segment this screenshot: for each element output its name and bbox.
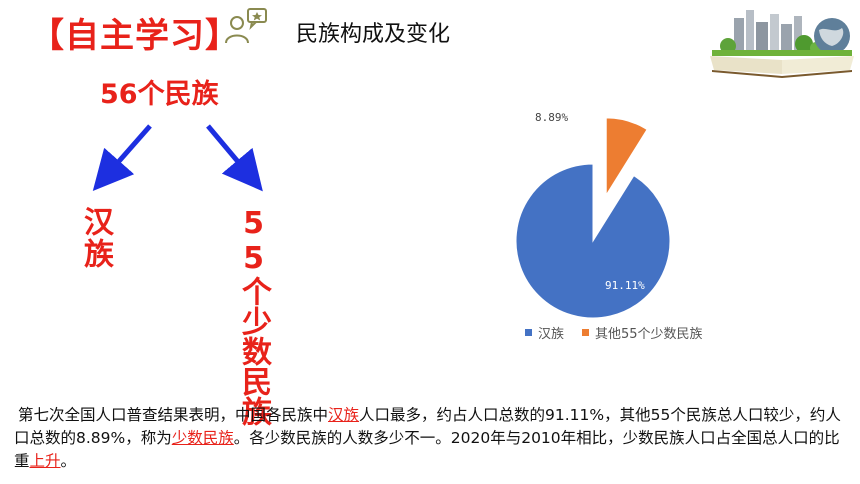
arrow-left: [92, 124, 152, 192]
highlight-minority: 少数民族: [171, 429, 234, 447]
highlight-rise: 上升: [29, 452, 61, 470]
book-city-globe-illustration: [710, 10, 854, 78]
page-subtitle: 民族构成及变化: [296, 22, 451, 47]
pie-label-han: 91.11%: [605, 279, 645, 292]
chart-legend: 汉族 其他55个少数民族: [525, 323, 703, 342]
pie-label-minority: 8.89%: [535, 111, 568, 124]
branch-arrows: [92, 124, 263, 192]
legend-item-minority: 其他55个少数民族: [582, 323, 703, 342]
section-title: 【自主学习】: [30, 16, 240, 56]
person-chat-icon: [225, 8, 267, 44]
paragraph-text-3: 。各少数民族的人数多少不一。2020年与2010年相比，少数民族人口占全国总人口…: [14, 429, 840, 470]
pie-slice-han: [515, 163, 671, 319]
legend-item-han: 汉族: [525, 323, 564, 342]
highlight-han: 汉族: [328, 406, 360, 424]
diagram-branch-minority: 55个少数民族: [236, 206, 271, 426]
paragraph-text-2: 人口最多，约占人口总数的91.11%，其他55个民族总人口较少，约人口总数的8.…: [14, 406, 841, 447]
legend-swatch-han: [525, 329, 532, 336]
legend-label-minority: 其他55个少数民族: [595, 327, 703, 342]
arrow-right: [206, 124, 263, 192]
pie-slice-minority: [605, 117, 648, 197]
legend-label-han: 汉族: [538, 327, 565, 342]
population-pie-chart: 91.11% 8.89%: [515, 111, 671, 319]
legend-swatch-minority: [582, 329, 590, 336]
diagram-branch-han: 汉族: [78, 206, 113, 270]
paragraph-text-4: 。: [60, 452, 77, 470]
paragraph-text-1: 第七次全国人口普查结果表明，中国各民族中: [18, 406, 329, 424]
census-paragraph: 第七次全国人口普查结果表明，中国各民族中汉族人口最多，约占人口总数的91.11%…: [14, 404, 846, 473]
diagram-root-label: 56个民族: [100, 79, 219, 110]
